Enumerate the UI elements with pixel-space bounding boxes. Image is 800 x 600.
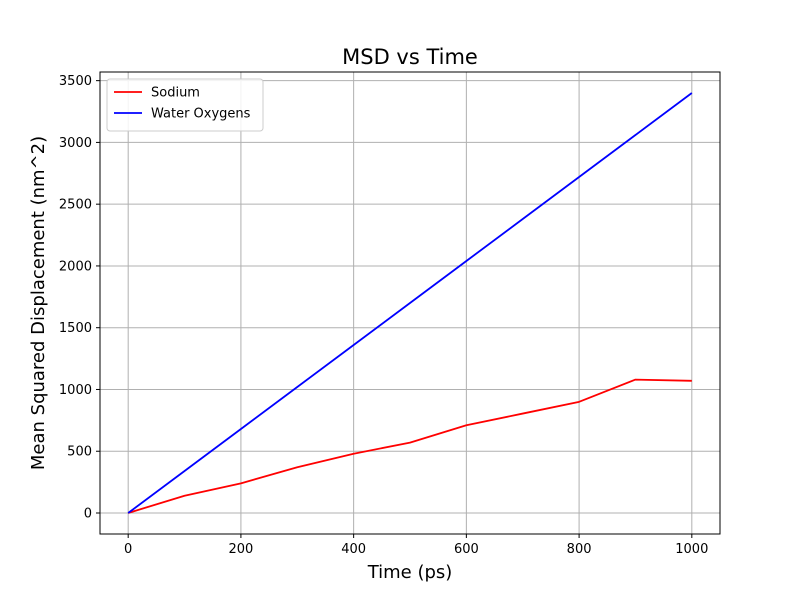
y-axis-title: Mean Squared Displacement (nm^2) [28,136,49,470]
legend-label-water-oxygens: Water Oxygens [151,107,251,122]
y-tick-label: 1000 [59,383,92,398]
legend-label-sodium: Sodium [151,86,200,101]
x-tick-label: 200 [228,542,253,557]
x-axis-title: Time (ps) [367,562,453,583]
y-tick-label: 500 [67,445,92,460]
x-tick-label: 0 [124,542,132,557]
y-tick-label: 0 [84,507,92,522]
y-tick-label: 2500 [59,198,92,213]
x-tick-label: 600 [454,542,479,557]
grid [100,72,720,534]
legend: Sodium Water Oxygens [106,78,264,132]
y-tick-label: 2000 [59,259,92,274]
x-tick-label: 1000 [675,542,708,557]
legend-box [106,78,264,132]
plot-frame [99,71,721,535]
series-lines [127,92,693,514]
x-tick-label: 800 [567,542,592,557]
series-line-water-oxygens [127,92,693,514]
y-tick-label: 3500 [59,74,92,89]
y-tick-label: 1500 [59,321,92,336]
chart-title: MSD vs Time [342,45,478,69]
y-tick-label: 3000 [59,136,92,151]
x-tick-label: 400 [341,542,366,557]
series-line-sodium [127,378,692,514]
axis-ticks: 0 200 400 600 800 1000 0 500 1000 1500 2000 2500 300… [59,74,708,557]
